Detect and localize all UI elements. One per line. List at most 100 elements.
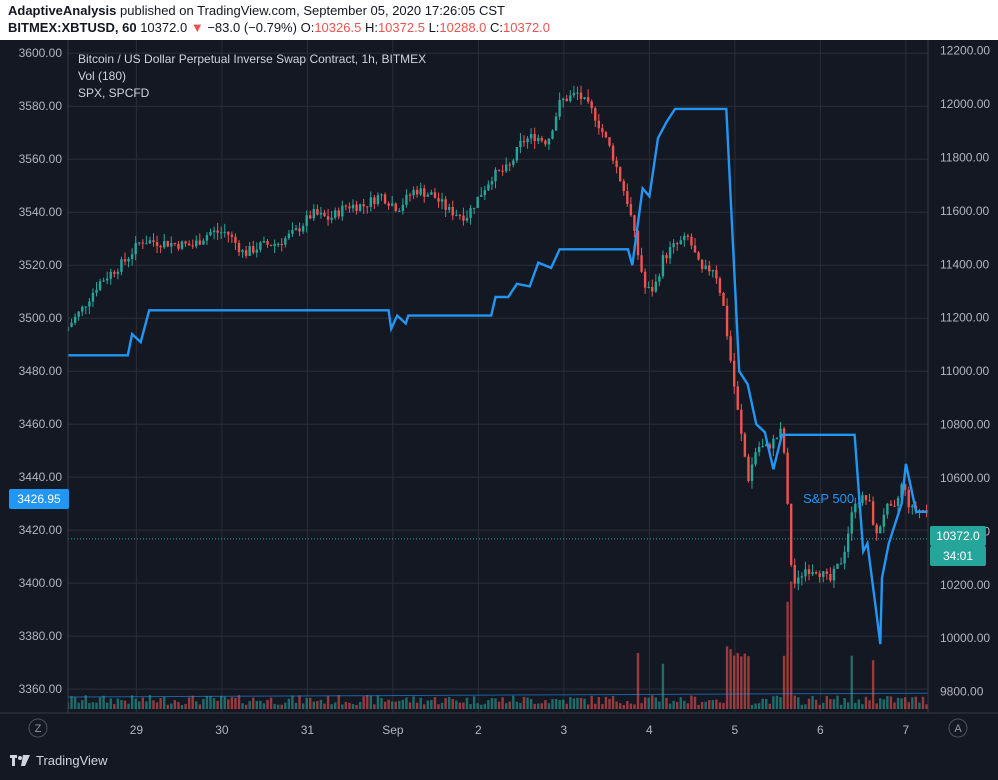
candle-body	[797, 577, 800, 584]
volume-bar	[294, 702, 298, 709]
volume-bar	[864, 696, 868, 709]
volume-bar	[768, 703, 772, 709]
candle-body	[180, 241, 184, 249]
volume-bar	[398, 700, 401, 709]
candle-body	[697, 252, 700, 260]
candle-body	[818, 573, 821, 577]
volume-bar	[693, 696, 697, 709]
volume-bar	[722, 702, 725, 709]
price-chart[interactable]: 3600.00 3580.00 3560.00 3540.00 3520.00 3500.…	[0, 40, 998, 742]
right-tick-label: 10000.00	[940, 631, 990, 645]
candle-body	[223, 231, 226, 233]
candle-body	[337, 210, 340, 217]
volume-bar	[405, 697, 408, 709]
candle-body	[109, 271, 112, 279]
volume-bar	[911, 697, 914, 709]
volume-bar	[440, 702, 444, 709]
volume-bar	[166, 704, 169, 709]
volume-bar	[512, 695, 515, 709]
candle-body	[91, 292, 95, 302]
volume-bar	[148, 695, 152, 709]
candle-body	[276, 243, 280, 245]
volume-bar	[665, 697, 668, 709]
right-tick-label: 12000.00	[940, 97, 990, 111]
candle-body	[651, 286, 654, 292]
time-tick-label: 5	[732, 723, 739, 737]
candle-body	[665, 255, 668, 259]
candle-body	[81, 306, 84, 312]
candle-body	[284, 238, 287, 245]
change-value: −83.0 (−0.79%)	[207, 20, 297, 35]
volume-bar	[540, 703, 544, 709]
volume-bar	[330, 704, 333, 709]
volume-bar	[465, 697, 469, 709]
time-tick-label: 29	[130, 723, 144, 737]
candle-body	[415, 189, 419, 195]
tradingview-brand[interactable]: TradingView	[10, 753, 108, 768]
volume-bar	[850, 655, 853, 709]
close-label: C:	[490, 20, 504, 35]
high-label: H:	[364, 20, 378, 35]
volume-bar	[426, 700, 430, 709]
candle-body	[594, 108, 597, 121]
publish-info: published on TradingView.com, September …	[120, 3, 505, 18]
spx-series-line	[68, 107, 970, 645]
candle-body	[832, 568, 836, 581]
left-price-axis[interactable]: 3600.00 3580.00 3560.00 3540.00 3520.00 3500.…	[0, 40, 69, 713]
volume-bar	[647, 697, 650, 709]
candle-body	[715, 269, 718, 279]
volume-bar	[77, 702, 80, 709]
left-tick-label: 3420.00	[19, 523, 63, 537]
candle-body	[159, 245, 162, 248]
candle-body	[430, 192, 433, 195]
volume-bar	[558, 699, 561, 709]
volume-bar	[123, 700, 127, 709]
candle-body	[757, 446, 761, 453]
volume-bar	[903, 697, 907, 709]
right-tick-label: 11800.00	[940, 151, 989, 165]
volume-bar	[309, 697, 312, 709]
candle-body	[836, 563, 839, 569]
volume-bar	[526, 697, 529, 709]
volume-bar	[152, 700, 155, 709]
candle-body	[113, 271, 116, 274]
volume-bar	[594, 703, 597, 709]
candle-body	[187, 243, 191, 246]
candle-body	[515, 147, 519, 161]
candle-body	[202, 240, 205, 245]
candle-body	[465, 217, 469, 221]
volume-bar	[341, 704, 344, 709]
right-price-axis[interactable]: 12200.00 12000.00 11800.00 11600.00 11400.00…	[927, 40, 998, 713]
volume-bar	[373, 704, 376, 709]
volume-bar	[497, 701, 501, 709]
volume-bar	[138, 701, 141, 709]
publish-header: AdaptiveAnalysis published on TradingVie…	[0, 0, 998, 40]
volume-bar	[754, 703, 757, 709]
candle-body	[387, 203, 390, 206]
spx-series-label: S&P 500	[803, 491, 854, 506]
volume-bar	[280, 704, 283, 709]
volume-bar	[782, 655, 786, 709]
candle-body	[839, 563, 843, 565]
auto-scale-button[interactable]: A	[948, 718, 968, 738]
candle-body	[611, 145, 615, 161]
candle-body	[262, 240, 266, 243]
candle-body	[195, 240, 198, 247]
volume-bar	[522, 696, 526, 709]
volume-bar	[109, 698, 112, 709]
time-axis[interactable]: 29 30 31 Sep 2 3 4 5 6 7	[0, 712, 998, 737]
left-tick-label: 3540.00	[19, 205, 63, 219]
volume-bar	[822, 702, 825, 709]
log-scale-button[interactable]: Z	[28, 718, 48, 738]
volume-bar	[219, 695, 223, 709]
volume-bar	[690, 695, 693, 709]
volume-bar	[793, 695, 796, 709]
candle-body	[565, 98, 568, 102]
volume-bar	[825, 695, 829, 709]
publisher-name[interactable]: AdaptiveAnalysis	[8, 3, 117, 18]
candle-body	[554, 116, 558, 131]
volume-bar	[102, 695, 105, 709]
candle-body	[886, 503, 889, 515]
candle-body	[911, 505, 914, 508]
candle-body	[533, 134, 536, 142]
